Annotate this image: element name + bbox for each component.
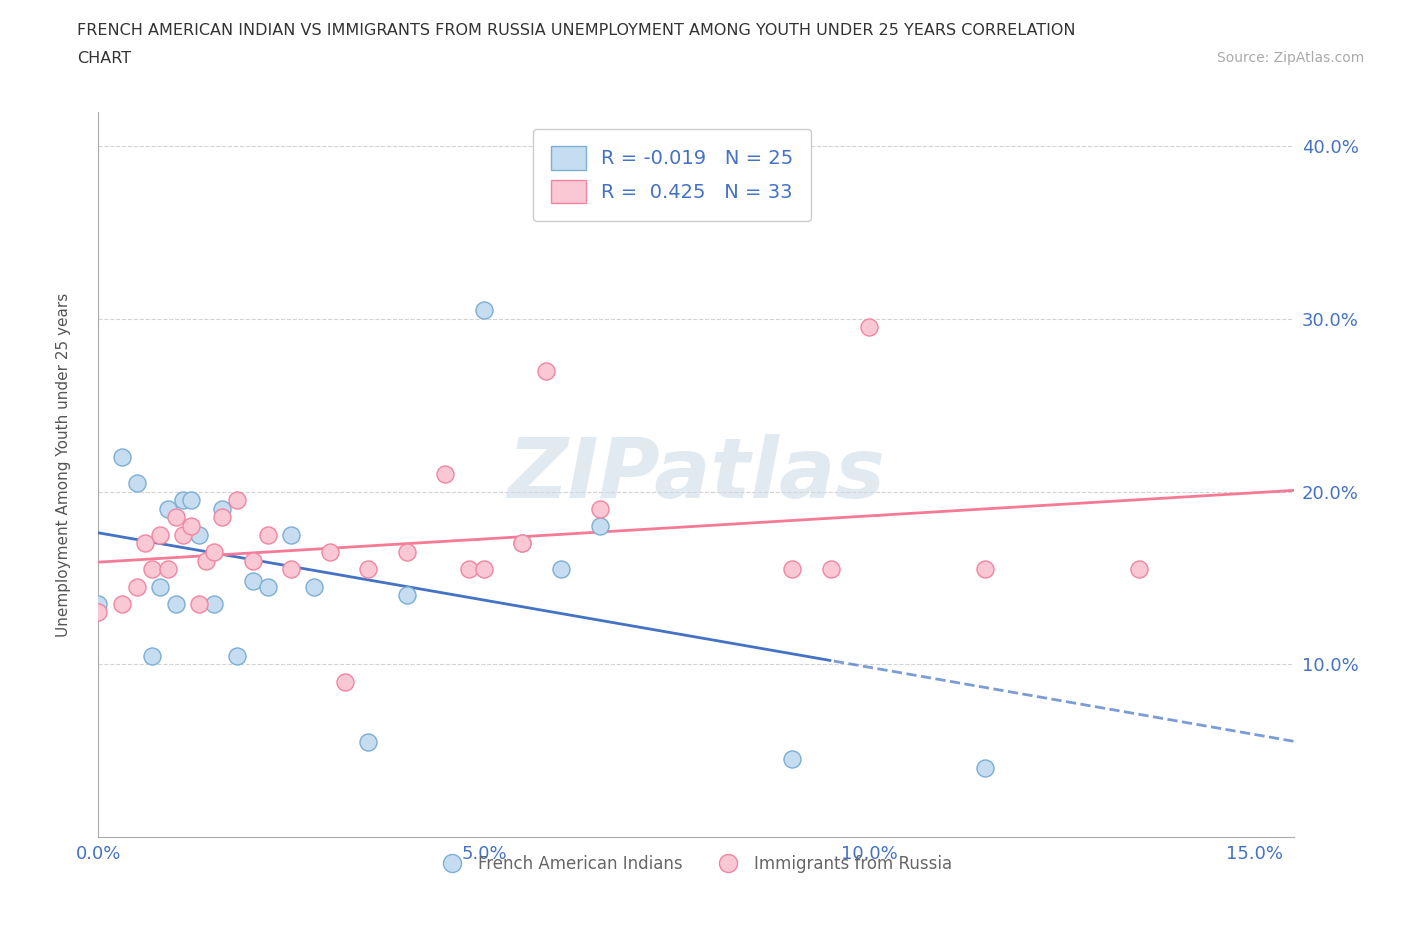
- Text: ZIPatlas: ZIPatlas: [508, 433, 884, 515]
- Point: [588, 519, 610, 534]
- Point: [141, 562, 163, 577]
- Point: [974, 562, 997, 577]
- Point: [357, 562, 380, 577]
- Point: [226, 648, 249, 663]
- Point: [125, 579, 148, 594]
- Point: [395, 545, 418, 560]
- Point: [357, 735, 380, 750]
- Point: [211, 501, 233, 516]
- Text: Source: ZipAtlas.com: Source: ZipAtlas.com: [1216, 51, 1364, 65]
- Point: [257, 527, 280, 542]
- Point: [782, 751, 804, 766]
- Text: FRENCH AMERICAN INDIAN VS IMMIGRANTS FROM RUSSIA UNEMPLOYMENT AMONG YOUTH UNDER : FRENCH AMERICAN INDIAN VS IMMIGRANTS FRO…: [77, 23, 1076, 38]
- Point: [134, 536, 156, 551]
- Point: [434, 467, 457, 482]
- Point: [457, 562, 479, 577]
- Point: [165, 510, 187, 525]
- Point: [319, 545, 342, 560]
- Point: [512, 536, 534, 551]
- Point: [156, 501, 179, 516]
- Point: [858, 320, 880, 335]
- Point: [588, 501, 610, 516]
- Point: [110, 596, 132, 611]
- Point: [242, 553, 264, 568]
- Point: [242, 574, 264, 589]
- Text: CHART: CHART: [77, 51, 131, 66]
- Point: [156, 562, 179, 577]
- Point: [110, 449, 132, 464]
- Point: [141, 648, 163, 663]
- Point: [211, 510, 233, 525]
- Legend: French American Indians, Immigrants from Russia: French American Indians, Immigrants from…: [433, 848, 959, 880]
- Point: [1128, 562, 1150, 577]
- Point: [149, 579, 172, 594]
- Point: [304, 579, 326, 594]
- Point: [534, 364, 557, 379]
- Point: [280, 527, 302, 542]
- Point: [820, 562, 842, 577]
- Point: [187, 596, 209, 611]
- Point: [180, 519, 202, 534]
- Point: [165, 596, 187, 611]
- Point: [333, 674, 356, 689]
- Point: [187, 527, 209, 542]
- Point: [195, 553, 218, 568]
- Point: [125, 475, 148, 490]
- Point: [202, 596, 225, 611]
- Point: [172, 493, 194, 508]
- Point: [472, 303, 495, 318]
- Point: [202, 545, 225, 560]
- Point: [149, 527, 172, 542]
- Point: [550, 562, 572, 577]
- Point: [172, 527, 194, 542]
- Point: [257, 579, 280, 594]
- Point: [280, 562, 302, 577]
- Point: [180, 493, 202, 508]
- Point: [87, 605, 110, 620]
- Text: Unemployment Among Youth under 25 years: Unemployment Among Youth under 25 years: [56, 293, 70, 637]
- Point: [974, 761, 997, 776]
- Point: [395, 588, 418, 603]
- Point: [472, 562, 495, 577]
- Point: [512, 536, 534, 551]
- Point: [782, 562, 804, 577]
- Point: [226, 493, 249, 508]
- Point: [87, 596, 110, 611]
